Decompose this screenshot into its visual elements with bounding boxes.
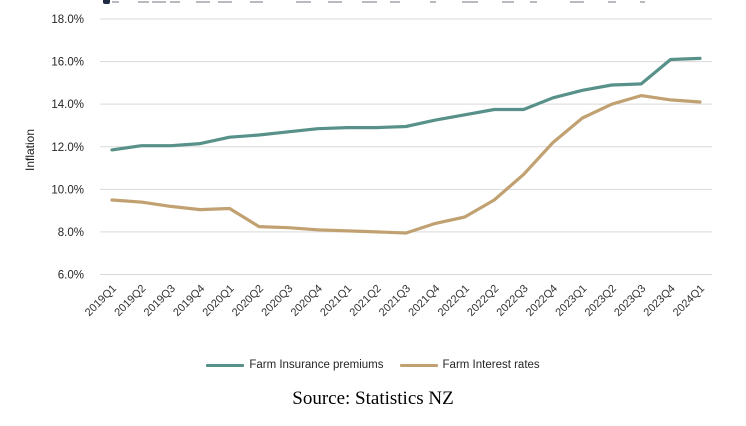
legend-label: Farm Interest rates [442,359,540,371]
clipped-title-fragment [152,1,166,3]
y-axis-title: Inflation [23,129,37,171]
clipped-title-fragment [170,1,180,3]
x-tick-label: 2023Q1 [553,283,589,319]
clipped-title-fragment [112,1,119,3]
y-axis-tick-labels: 6.0% 8.0% 10.0% 12.0% 14.0% 16.0% 18.0% [51,14,84,282]
series-line-1 [110,93,702,235]
legend-line-swatch [206,363,245,367]
x-tick-label: 2023Q4 [642,283,678,319]
y-tick-label: 12.0% [51,142,84,154]
y-tick-label: 8.0% [58,227,84,239]
x-tick-label: 2022Q4 [524,283,560,319]
clipped-title-fragment [250,1,263,3]
clipped-title-fragment [570,1,584,3]
x-tick-label: 2024Q1 [671,283,707,319]
x-tick-label: 2020Q2 [230,283,266,319]
x-tick-label: 2020Q4 [289,283,325,319]
y-tick-label: 18.0% [51,14,84,26]
legend-label: Farm Insurance premiums [249,359,384,371]
x-tick-label: 2021Q4 [406,283,442,319]
y-tick-label: 14.0% [51,99,84,111]
y-tick-label: 10.0% [51,184,84,196]
x-tick-label: 2019Q1 [83,283,119,319]
x-tick-label: 2020Q1 [201,283,237,319]
x-tick-label: 2023Q3 [612,283,648,319]
series-line-0 [110,56,702,152]
x-tick-label: 2022Q1 [436,283,472,319]
clipped-chart-title [100,0,645,4]
x-tick-label: 2021Q3 [377,283,413,319]
clipped-title-fragment [328,1,342,3]
line-chart: 6.0% 8.0% 10.0% 12.0% 14.0% 16.0% 18.0% Inflat… [23,14,712,319]
legend-item-0: Farm Insurance premiums [206,359,384,371]
x-tick-label: 2019Q2 [112,283,148,319]
x-tick-label: 2019Q3 [142,283,178,319]
x-tick-label: 2019Q4 [171,283,207,319]
x-tick-label: 2023Q2 [583,283,619,319]
clipped-title-fragment [196,1,210,3]
clipped-title-fragment [502,1,514,3]
clipped-title-fragment [430,1,436,3]
y-tick-label: 16.0% [51,57,84,69]
clipped-title-fragment [608,1,616,3]
clipped-title-fragment [218,1,232,3]
x-tick-label: 2022Q2 [465,283,501,319]
chart-legend: Farm Insurance premiums Farm Interest rat… [0,356,746,374]
clipped-title-fragment [530,1,537,3]
x-tick-label: 2021Q1 [318,283,354,319]
clipped-title-fragment [362,1,377,3]
y-tick-label: 6.0% [58,270,84,282]
source-note: Source: Statistics NZ [292,388,454,409]
x-tick-label: 2020Q3 [259,283,295,319]
x-tick-label: 2022Q3 [495,283,531,319]
clipped-title-fragment [296,1,311,3]
clipped-title-fragment [462,1,478,3]
x-tick-label: 2021Q2 [348,283,384,319]
data-series [110,56,702,235]
x-axis-tick-labels: 2019Q12019Q22019Q32019Q42020Q12020Q22020… [83,283,707,319]
clipped-title-fragment [138,1,149,3]
clipped-title-glyph [103,0,110,4]
gridlines [100,18,712,275]
clipped-title-fragment [640,1,645,3]
legend-line-swatch [399,363,438,367]
legend-item-1: Farm Interest rates [399,359,540,371]
clipped-title-fragment [390,1,400,3]
